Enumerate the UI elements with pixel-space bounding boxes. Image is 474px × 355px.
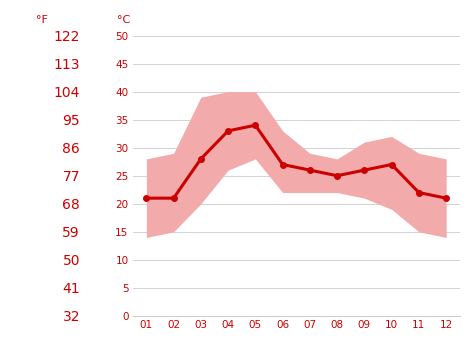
Point [306,167,314,173]
Text: °C: °C [117,15,130,25]
Point [170,195,177,201]
Point [442,195,450,201]
Point [361,167,368,173]
Point [143,195,150,201]
Point [415,190,423,195]
Point [252,122,259,128]
Point [197,156,205,162]
Point [224,128,232,134]
Text: °F: °F [36,15,47,25]
Point [333,173,341,179]
Point [279,162,286,167]
Point [388,162,395,167]
